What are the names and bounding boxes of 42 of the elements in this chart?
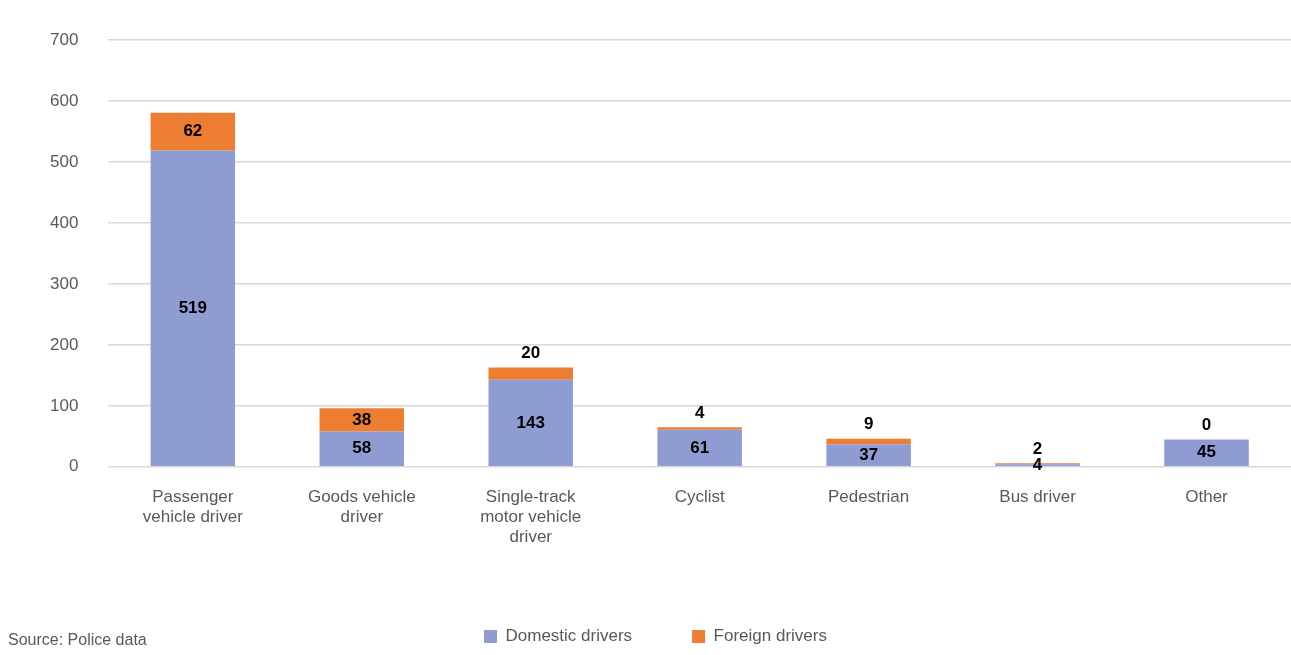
y-tick-label: 200 [49, 334, 79, 354]
bar [150, 112, 236, 151]
x-tick-label: Single-track motor vehicle driver [480, 486, 582, 547]
y-tick-label: 700 [49, 29, 79, 49]
bar [657, 427, 742, 430]
bar [657, 429, 742, 467]
bar [319, 431, 405, 467]
data-label: 4 [694, 402, 705, 422]
x-tick-label: Goods vehicle driver [307, 486, 416, 527]
data-label: 45 [1197, 442, 1216, 462]
x-tick-label: Passenger vehicle driver [142, 486, 244, 527]
y-tick-label: 400 [49, 212, 79, 232]
x-tick-label: Other [1185, 486, 1229, 506]
bar [488, 367, 573, 380]
y-tick-label: 500 [49, 151, 79, 171]
y-tick-label: 100 [49, 395, 79, 415]
data-label: 37 [859, 444, 879, 464]
bar [826, 438, 911, 445]
bar [319, 408, 405, 432]
data-label: 38 [352, 409, 372, 429]
x-tick-label: Cyclist [674, 486, 725, 506]
x-tick-label: Bus driver [999, 486, 1077, 506]
bar [488, 379, 573, 467]
y-tick-label: 0 [68, 456, 79, 476]
y-tick-label: 600 [49, 90, 79, 110]
data-label: 519 [178, 297, 208, 317]
bar [1164, 439, 1249, 467]
legend-label: Foreign drivers [713, 626, 827, 646]
data-label: 58 [352, 438, 372, 458]
data-label: 20 [521, 343, 541, 363]
data-label: 62 [183, 121, 203, 141]
data-label: 9 [863, 414, 874, 434]
data-label: 0 [1201, 415, 1212, 435]
data-label: 143 [516, 412, 545, 432]
data-label: 61 [690, 437, 710, 457]
data-label: 2 [1032, 438, 1043, 458]
y-tick-label: 300 [49, 273, 79, 293]
bar [150, 150, 236, 467]
legend-label: Domestic drivers [505, 626, 633, 646]
x-tick-label: Pedestrian [827, 486, 910, 506]
bar [826, 444, 911, 467]
source-note: Source: Police data [8, 631, 147, 649]
